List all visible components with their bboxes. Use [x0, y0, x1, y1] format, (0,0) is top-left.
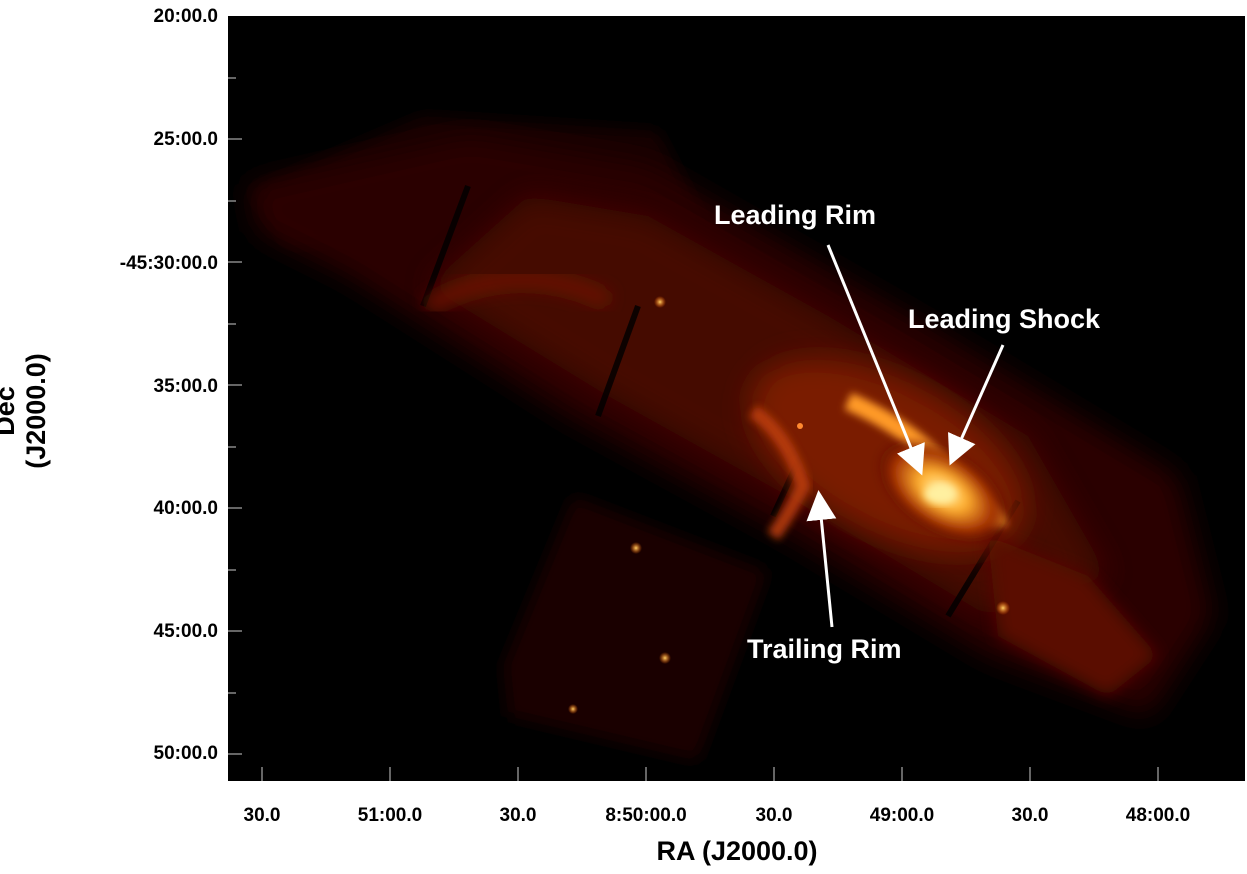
trailing-rim-label: Trailing Rim	[747, 634, 902, 664]
field-patch-lower	[503, 496, 768, 761]
y-tick-label: 50:00.0	[153, 743, 218, 764]
frame-ticks	[228, 77, 1159, 781]
x-tick-label: 30.0	[243, 805, 281, 826]
xray-emission-map	[228, 77, 1213, 781]
y-tick-label: 35:00.0	[153, 376, 218, 397]
leading-rim-label: Leading Rim	[714, 200, 877, 230]
y-tick-label: -45:30:00.0	[119, 253, 218, 274]
upper-filament	[424, 271, 612, 314]
trailing-rim-feature	[748, 405, 811, 541]
hot-spot	[924, 484, 956, 504]
x-axis-title: RA (J2000.0)	[656, 836, 818, 866]
x-tick-label: 51:00.0	[357, 805, 423, 826]
xray-image	[228, 16, 1245, 781]
x-tick-label: 30.0	[755, 805, 793, 826]
x-tick-label: 30.0	[499, 805, 537, 826]
y-axis-title: Dec (J2000.0)	[0, 353, 51, 469]
x-tick-label: 49:00.0	[869, 805, 935, 826]
y-tick-label: 25:00.0	[153, 129, 218, 150]
x-tick-label: 48:00.0	[1125, 805, 1191, 826]
y-tick-label: 20:00.0	[153, 6, 218, 27]
leading-shock-label: Leading Shock	[908, 304, 1101, 334]
y-tick-label: 45:00.0	[153, 621, 218, 642]
lower-extension	[988, 536, 1158, 696]
x-tick-label: 8:50:00.0	[605, 805, 687, 826]
point-sources	[568, 296, 1010, 714]
x-tick-label: 30.0	[1011, 805, 1049, 826]
y-tick-label: 40:00.0	[153, 498, 218, 519]
